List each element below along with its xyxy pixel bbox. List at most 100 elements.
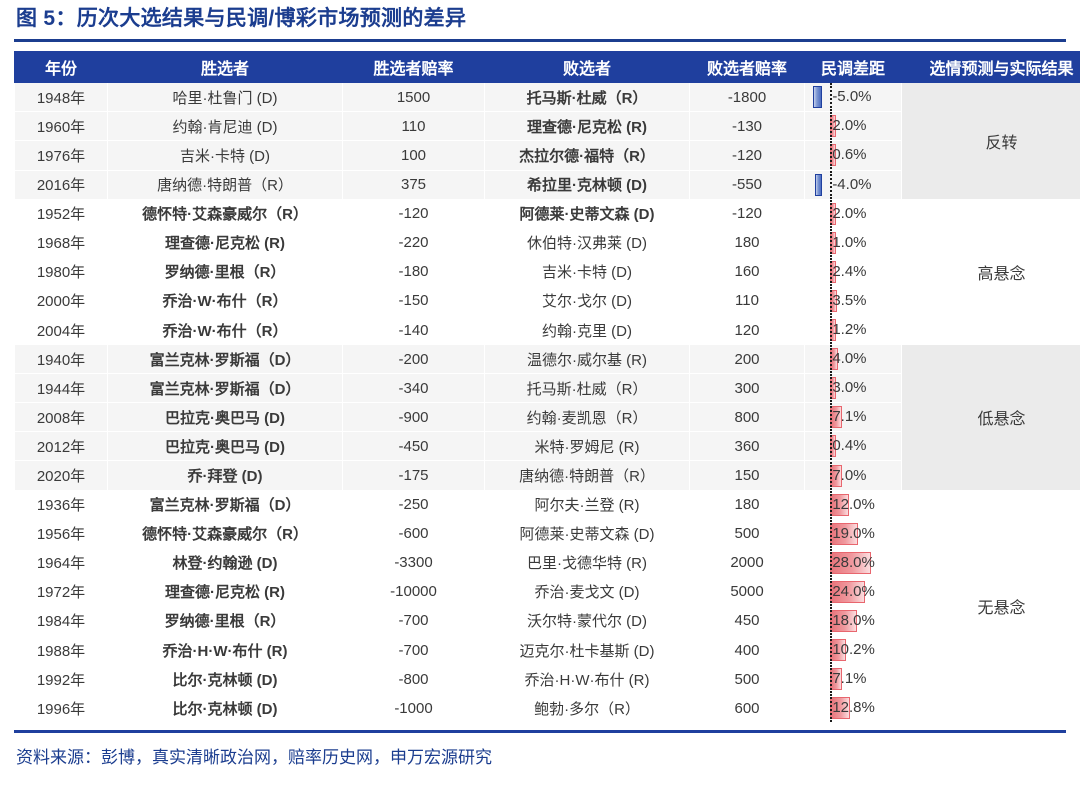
cell-year: 2008年 (14, 402, 108, 433)
cell-loser: 阿尔夫·兰登 (R) (484, 489, 690, 520)
cell-loser-odds: 400 (689, 635, 805, 666)
cell-year: 1980年 (14, 256, 108, 287)
cell-loser-odds: 450 (689, 605, 805, 637)
cell-loser: 乔治·H·W·布什 (R) (484, 664, 690, 695)
cell-winner-odds: -1000 (342, 693, 485, 724)
poll-gap-bar-chart: 24.0% (811, 578, 895, 606)
cell-loser-odds: 2000 (689, 547, 805, 578)
poll-gap-zero-axis (830, 694, 833, 722)
poll-gap-label: -5.0% (832, 88, 872, 106)
poll-gap-bar-chart: -4.0% (811, 171, 895, 199)
cell-loser-odds: 500 (689, 664, 805, 695)
header-row: 年份 胜选者 胜选者赔率 败选者 败选者赔率 民调差距 选情预测与实际结果 (14, 51, 1080, 84)
table-row: 1952年 德怀特·艾森豪威尔（R） -120 阿德莱·史蒂文森 (D) -120 2.0… (14, 198, 1080, 346)
cell-loser: 唐纳德·特朗普（R） (484, 460, 690, 491)
cell-loser-odds: -1800 (689, 82, 805, 113)
cell-poll-gap: 18.0% (804, 605, 902, 637)
poll-gap-zero-axis (830, 141, 833, 170)
poll-gap-bar-chart: 0.6% (811, 141, 895, 170)
cell-poll-gap: 2.4% (804, 256, 902, 287)
poll-gap-label: 19.0% (832, 524, 875, 542)
col-header-loser: 败选者 (484, 51, 690, 84)
cell-poll-gap: 3.5% (804, 285, 902, 317)
cell-winner-odds: -10000 (342, 576, 485, 607)
cell-poll-gap: -5.0% (804, 82, 902, 113)
cell-loser-odds: 110 (689, 285, 805, 317)
cell-winner: 乔治·W·布什（R） (107, 285, 343, 317)
poll-gap-bar-chart: 18.0% (811, 607, 895, 635)
poll-gap-label: 1.0% (832, 233, 867, 251)
cell-winner-odds: -200 (342, 344, 485, 375)
cell-loser: 希拉里·克林顿 (D) (484, 169, 690, 200)
col-header-winner-odds: 胜选者赔率 (342, 51, 485, 84)
table-row: 2000年 乔治·W·布什（R） -150 艾尔·戈尔 (D) 110 3.5% (14, 285, 1080, 317)
cell-winner: 吉米·卡特 (D) (107, 140, 343, 171)
cell-winner: 约翰·肯尼迪 (D) (107, 111, 343, 142)
cell-year: 1936年 (14, 489, 108, 520)
cell-loser: 巴里·戈德华特 (R) (484, 547, 690, 578)
cell-winner-odds: -150 (342, 285, 485, 317)
col-header-winner: 胜选者 (107, 51, 343, 84)
poll-gap-label: 2.0% (832, 117, 867, 135)
poll-gap-zero-axis (830, 316, 833, 344)
cell-year: 1992年 (14, 664, 108, 695)
table-row: 1936年 富兰克林·罗斯福（D） -250 阿尔夫·兰登 (R) 180 12.0% 无悬… (14, 489, 1080, 724)
poll-gap-zero-axis (830, 258, 833, 286)
cell-loser-odds: 360 (689, 431, 805, 462)
table-row: 1956年 德怀特·艾森豪威尔（R） -600 阿德莱·史蒂文森 (D) 500 19.0… (14, 518, 1080, 549)
poll-gap-bar-chart: 28.0% (811, 549, 895, 577)
cell-loser: 阿德莱·史蒂文森 (D) (484, 198, 690, 229)
cell-winner-odds: 100 (342, 140, 485, 171)
cell-winner: 比尔·克林顿 (D) (107, 693, 343, 724)
poll-gap-zero-axis (830, 229, 833, 257)
cell-loser: 理查德·尼克松 (R) (484, 111, 690, 142)
poll-gap-zero-axis (830, 491, 833, 519)
table-row: 1988年 乔治·H·W·布什 (R) -700 迈克尔·杜卡基斯 (D) 400 10.… (14, 635, 1080, 666)
cell-poll-gap: 12.0% (804, 489, 902, 520)
poll-gap-zero-axis (830, 665, 833, 693)
poll-gap-bar-chart: 7.0% (811, 461, 895, 490)
cell-loser-odds: 120 (689, 314, 805, 346)
cell-winner-odds: 1500 (342, 82, 485, 113)
poll-gap-bar-chart: 10.2% (811, 636, 895, 664)
cell-loser: 休伯特·汉弗莱 (D) (484, 227, 690, 258)
cell-loser: 艾尔·戈尔 (D) (484, 285, 690, 317)
cell-poll-gap: 2.0% (804, 198, 902, 229)
poll-gap-label: 12.0% (832, 495, 875, 513)
cell-loser: 吉米·卡特 (D) (484, 256, 690, 287)
poll-gap-bar-chart: 12.8% (811, 694, 895, 722)
cell-poll-gap: 1.2% (804, 314, 902, 346)
poll-gap-label: 4.0% (832, 350, 867, 368)
cell-winner-odds: -900 (342, 402, 485, 433)
cell-year: 1964年 (14, 547, 108, 578)
cell-winner: 理查德·尼克松 (R) (107, 227, 343, 258)
cell-winner-odds: -120 (342, 198, 485, 229)
cell-winner: 唐纳德·特朗普（R） (107, 169, 343, 200)
cell-loser: 沃尔特·蒙代尔 (D) (484, 605, 690, 637)
cell-winner: 哈里·杜鲁门 (D) (107, 82, 343, 113)
poll-gap-zero-axis (830, 200, 833, 228)
cell-poll-gap: 28.0% (804, 547, 902, 578)
poll-gap-bar-chart: 3.5% (811, 287, 895, 315)
cell-year: 1988年 (14, 635, 108, 666)
cell-loser: 托马斯·杜威（R） (484, 82, 690, 113)
poll-gap-bar-chart: 7.1% (811, 403, 895, 431)
cell-poll-gap: 10.2% (804, 635, 902, 666)
poll-gap-bar-chart: 19.0% (811, 520, 895, 548)
cell-year: 1960年 (14, 111, 108, 142)
cell-year: 2016年 (14, 169, 108, 200)
table-row: 1948年 哈里·杜鲁门 (D) 1500 托马斯·杜威（R） -1800 -5.0% 反转 (14, 82, 1080, 200)
figure-title: 图 5：历次大选结果与民调/博彩市场预测的差异 (16, 7, 467, 30)
poll-gap-label: 7.1% (832, 670, 867, 688)
cell-winner-odds: -180 (342, 256, 485, 287)
poll-gap-bar-chart: 0.4% (811, 432, 895, 460)
poll-gap-zero-axis (830, 432, 833, 460)
cell-loser: 杰拉尔德·福特（R） (484, 140, 690, 171)
cell-winner: 德怀特·艾森豪威尔（R） (107, 198, 343, 229)
poll-gap-label: 2.4% (832, 262, 867, 280)
poll-gap-bar-negative (814, 173, 823, 196)
table-row: 1992年 比尔·克林顿 (D) -800 乔治·H·W·布什 (R) 500 7.1% (14, 664, 1080, 695)
col-header-poll-gap: 民调差距 (804, 51, 902, 84)
cell-loser: 米特·罗姆尼 (R) (484, 431, 690, 462)
cell-poll-gap: -4.0% (804, 169, 902, 200)
